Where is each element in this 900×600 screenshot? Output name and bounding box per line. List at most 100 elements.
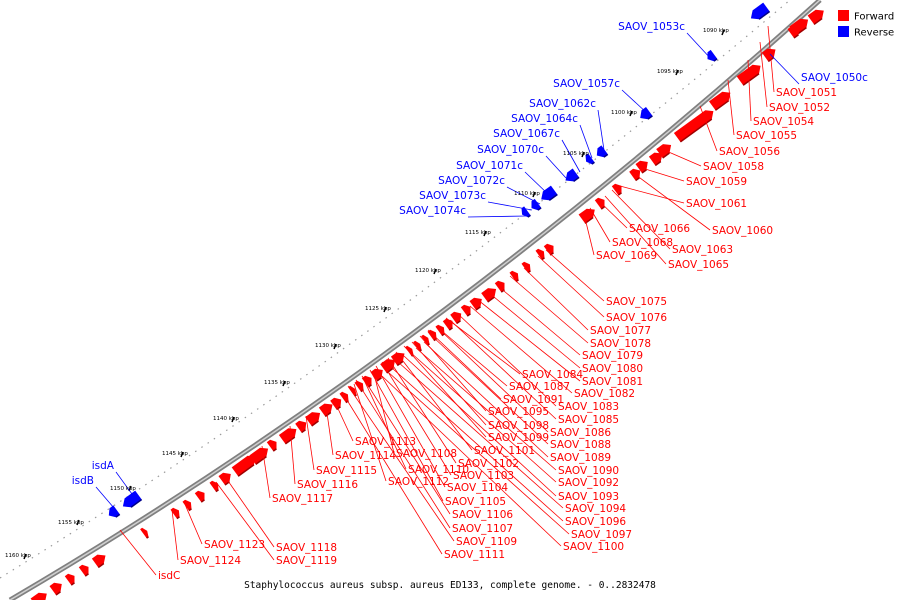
forward-leader-line — [353, 383, 387, 482]
forward-gene — [673, 110, 714, 142]
forward-gene-label: SAOV_1094 — [565, 503, 626, 515]
forward-gene-shade — [715, 100, 730, 111]
forward-gene-label: SAOV_1075 — [606, 296, 667, 308]
forward-gene-shade — [487, 296, 495, 303]
forward-gene — [49, 582, 62, 595]
forward-gene-shade — [215, 489, 219, 493]
forward-gene-label: SAOV_1083 — [558, 401, 619, 413]
forward-leader-line — [411, 341, 487, 426]
forward-gene-shade — [311, 420, 319, 427]
forward-leader-line — [341, 391, 443, 555]
forward-gene-shade — [376, 377, 382, 382]
forward-gene — [535, 248, 545, 260]
ruler-tick-mark — [629, 110, 633, 117]
forward-gene — [578, 208, 595, 224]
forward-gene-label: SAOV_1095 — [488, 406, 549, 418]
forward-gene-label: SAOV_1093 — [558, 491, 619, 503]
reverse-leader-line — [487, 201, 533, 211]
reverse-gene-label: SAOV_1074c — [399, 205, 466, 217]
forward-gene-label: SAOV_1102 — [458, 458, 519, 470]
ruler-tick-mark — [333, 343, 337, 350]
reverse-gene — [596, 145, 608, 158]
forward-gene — [807, 9, 824, 25]
reverse-gene — [541, 185, 558, 201]
tick-label: 1155 kbp — [58, 520, 84, 526]
reverse-gene-shade — [537, 207, 542, 211]
forward-gene — [64, 573, 75, 586]
forward-leader-line — [333, 399, 354, 442]
forward-gene — [709, 91, 731, 111]
forward-leader-line — [727, 79, 735, 136]
forward-gene-shade — [146, 536, 149, 539]
forward-gene-label: SAOV_1124 — [180, 555, 241, 567]
reverse-leader-line — [597, 109, 605, 151]
forward-gene-label: SAOV_1082 — [574, 388, 635, 400]
forward-gene-shade — [475, 306, 481, 311]
legend-swatch-reverse — [838, 26, 849, 37]
reverse-gene — [585, 153, 595, 165]
forward-gene — [348, 385, 357, 397]
reverse-gene-label: SAOV_1064c — [511, 113, 578, 125]
forward-leader-line — [171, 509, 179, 561]
reverse-gene-label: SAOV_1070c — [477, 144, 544, 156]
forward-gene-shade — [641, 169, 647, 174]
forward-gene-label: SAOV_1117 — [272, 493, 333, 505]
forward-leader-line — [663, 149, 702, 167]
forward-gene-shade — [541, 257, 545, 261]
forward-gene-label: SAOV_1055 — [736, 130, 797, 142]
forward-leader-line — [381, 375, 562, 547]
forward-gene-label: SAOV_1086 — [550, 427, 611, 439]
forward-gene-label: SAOV_1101 — [474, 445, 535, 457]
tick-label: 1150 kbp — [110, 486, 136, 492]
forward-gene-label: SAOV_1106 — [452, 509, 513, 521]
tick-label: 1120 kbp — [415, 268, 441, 274]
forward-gene-label: SAOV_1100 — [563, 541, 624, 553]
forward-gene-shade — [176, 516, 180, 520]
ruler-tick-mark — [433, 268, 437, 275]
forward-leader-line — [759, 41, 768, 108]
forward-gene-shade — [793, 34, 799, 39]
reverse-leader-line — [115, 471, 133, 495]
forward-leader-line — [215, 481, 275, 561]
forward-gene-label: SAOV_1110 — [408, 464, 469, 476]
forward-gene — [413, 340, 422, 352]
forward-leader-line — [415, 347, 557, 471]
tick-label: 1100 kbp — [611, 110, 637, 116]
forward-leader-line — [611, 189, 671, 250]
forward-gene-label: SAOV_1063 — [672, 244, 733, 256]
forward-gene-label: SAOV_1109 — [456, 536, 517, 548]
forward-gene-label: SAOV_1123 — [204, 539, 265, 551]
tick-label: 1095 kbp — [657, 69, 683, 75]
ruler-tick-mark — [483, 230, 487, 237]
forward-gene-label: SAOV_1084 — [522, 369, 583, 381]
forward-gene-label: SAOV_1068 — [612, 237, 673, 249]
gene-features — [23, 2, 824, 600]
reverse-gene — [750, 2, 770, 20]
ruler-tick-mark — [231, 416, 235, 423]
forward-leader-line — [427, 329, 502, 400]
genome-caption: Staphylococcus aureus subsp. aureus ED13… — [244, 580, 656, 591]
forward-gene-label: SAOV_1111 — [444, 549, 505, 561]
reverse-gene — [108, 505, 120, 518]
forward-gene-label: SAOV_1107 — [452, 523, 513, 535]
forward-gene — [91, 554, 106, 568]
label-leader-lines — [95, 25, 800, 576]
forward-leader-line — [487, 291, 581, 369]
forward-leader-line — [457, 313, 557, 407]
forward-gene — [469, 297, 482, 310]
forward-leader-line — [435, 325, 508, 387]
reverse-gene-label: SAOV_1050c — [801, 72, 868, 84]
forward-gene-shade — [200, 499, 205, 503]
reverse-gene-label: isdB — [72, 475, 94, 487]
tick-label: 1125 kbp — [365, 306, 391, 312]
forward-gene-shade — [635, 177, 640, 182]
reverse-leader-line — [467, 215, 527, 218]
forward-gene — [521, 261, 531, 273]
forward-gene-label: SAOV_1081 — [582, 376, 643, 388]
forward-leader-line — [355, 379, 451, 529]
forward-leader-line — [631, 171, 711, 231]
forward-gene-label: SAOV_1076 — [606, 312, 667, 324]
reverse-gene-label: SAOV_1071c — [456, 160, 523, 172]
forward-gene-shade — [360, 389, 364, 393]
forward-leader-line — [363, 379, 407, 470]
